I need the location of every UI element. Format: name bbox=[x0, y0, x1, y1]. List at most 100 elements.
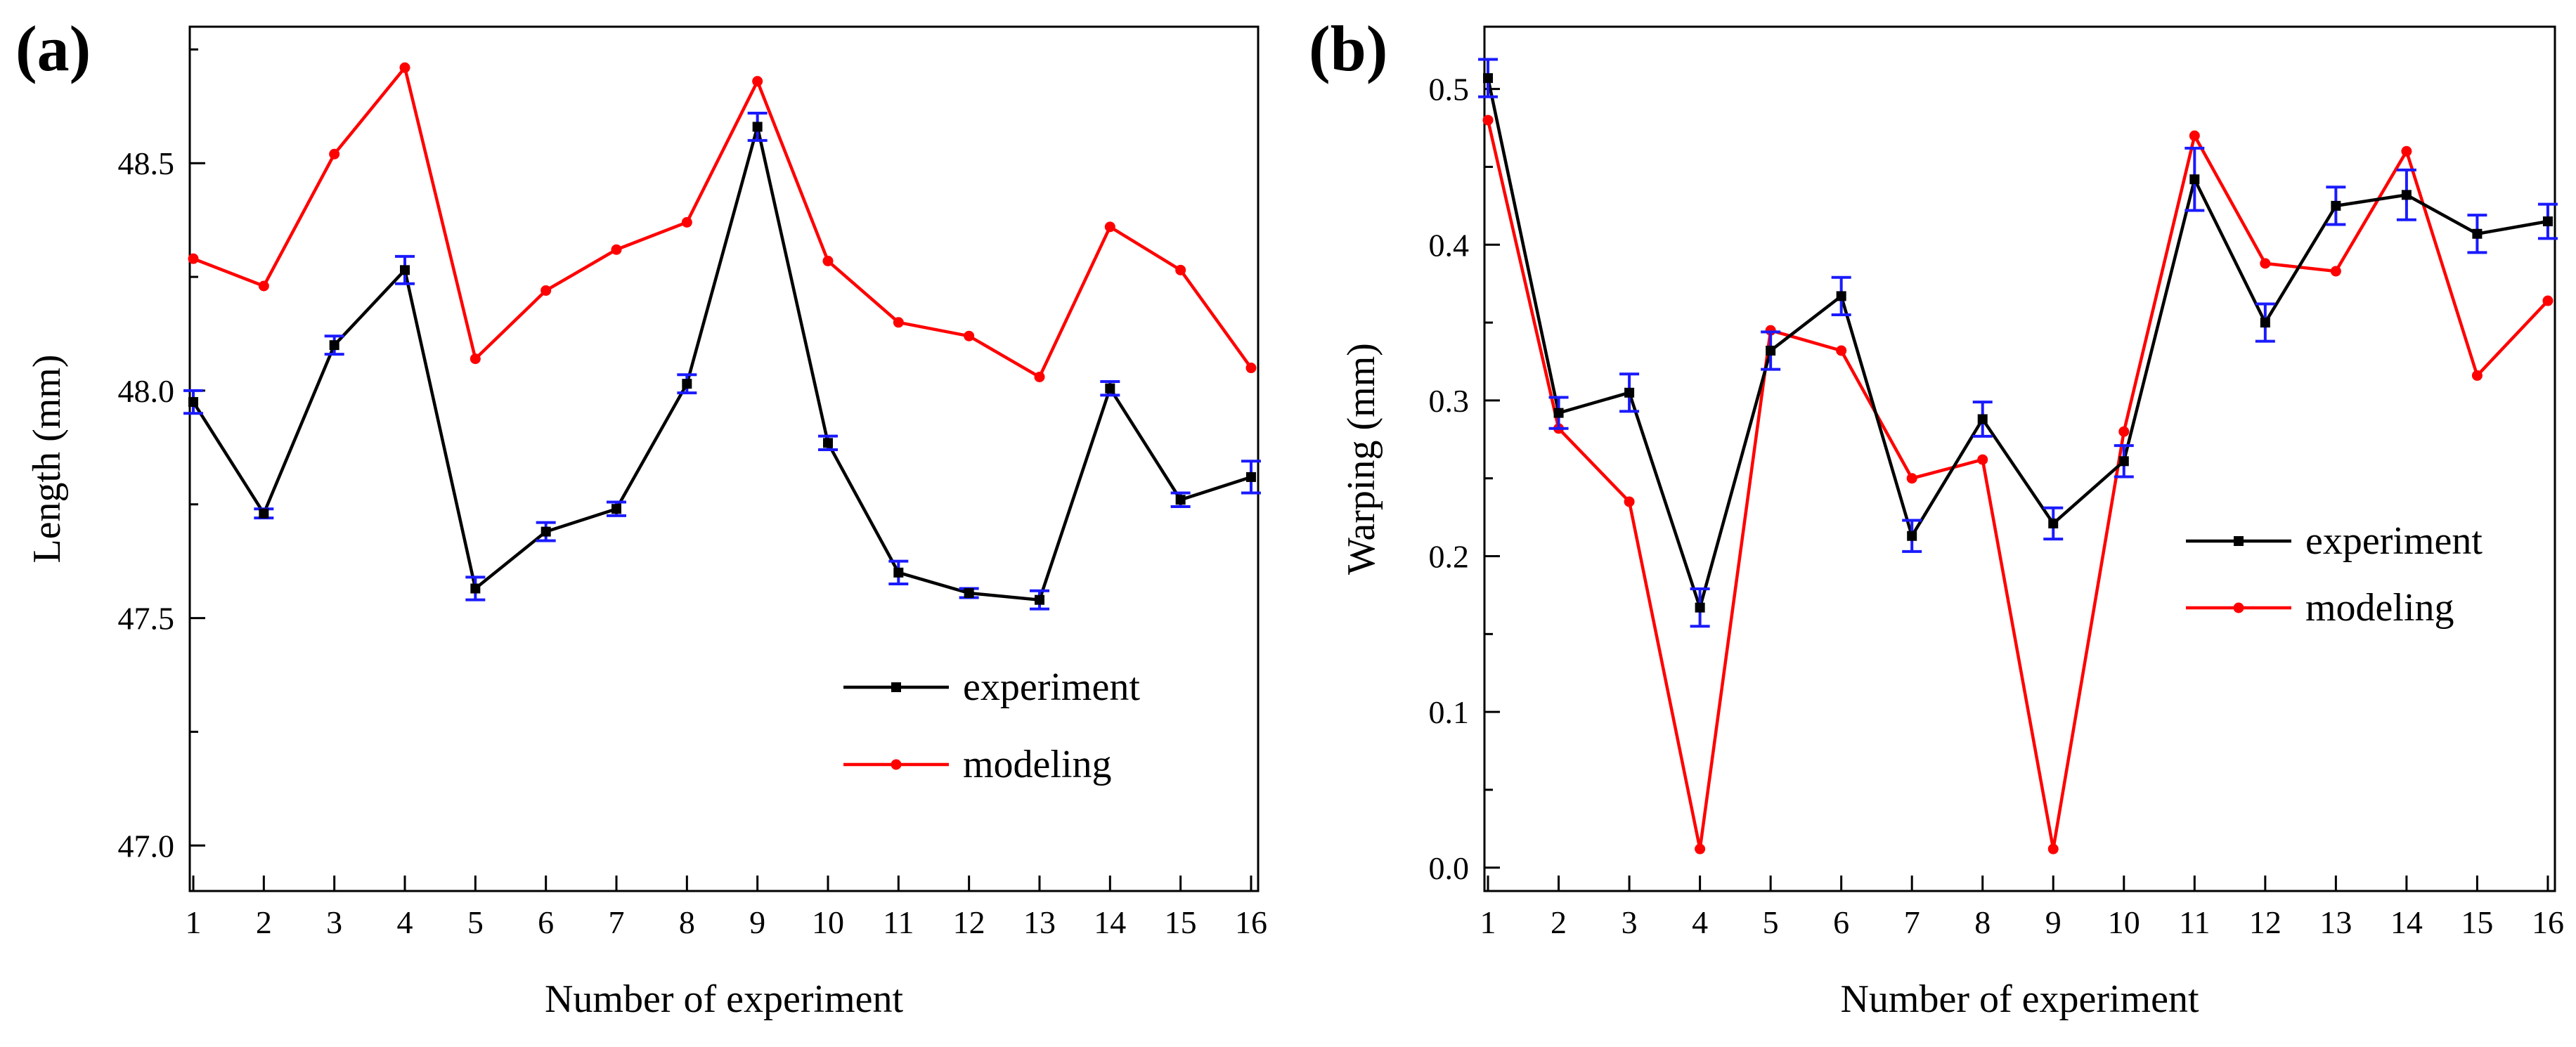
x-tick-label: 4 bbox=[397, 904, 413, 940]
data-point-modeling bbox=[611, 244, 622, 255]
data-point-modeling bbox=[188, 253, 199, 264]
x-tick-label: 16 bbox=[2532, 904, 2564, 940]
data-point-experiment bbox=[1105, 383, 1115, 394]
x-tick-label: 16 bbox=[1235, 904, 1267, 940]
x-tick-label: 8 bbox=[679, 904, 695, 940]
series-line-experiment bbox=[192, 126, 1252, 602]
data-point-modeling bbox=[2542, 295, 2554, 306]
data-point-modeling bbox=[1836, 345, 1847, 356]
series-line-modeling bbox=[193, 64, 1253, 379]
legend-marker-modeling bbox=[891, 759, 902, 770]
data-point-experiment bbox=[1034, 594, 1044, 605]
data-point-modeling bbox=[399, 62, 410, 73]
legend-marker-experiment bbox=[2234, 536, 2244, 546]
legend-marker-modeling bbox=[2233, 602, 2244, 613]
x-tick-label: 2 bbox=[256, 904, 272, 940]
y-tick-label: 48.0 bbox=[118, 373, 175, 409]
y-tick-label: 47.5 bbox=[118, 601, 175, 637]
y-tick-label: 0.2 bbox=[1429, 539, 1470, 575]
data-point-experiment bbox=[1766, 345, 1776, 356]
data-point-experiment bbox=[822, 438, 833, 448]
data-point-experiment bbox=[1836, 291, 1846, 301]
panel-a: (a)47.047.548.048.51 2 3 4 5 6 7 8 9 10 11 12 13 14 15… bbox=[15, 13, 1267, 1021]
x-tick-label: 1 bbox=[1480, 904, 1496, 940]
data-point-experiment bbox=[259, 508, 269, 519]
legend-label-experiment: experiment bbox=[2305, 519, 2483, 563]
data-point-modeling bbox=[1482, 115, 1494, 126]
data-point-experiment bbox=[1175, 495, 1186, 505]
data-point-modeling bbox=[1104, 221, 1115, 233]
data-point-experiment bbox=[2472, 228, 2483, 239]
data-point-experiment bbox=[470, 583, 481, 594]
data-point-experiment bbox=[1245, 472, 1256, 482]
data-point-modeling bbox=[1175, 264, 1186, 275]
data-point-modeling bbox=[1906, 473, 1917, 484]
data-point-experiment bbox=[1624, 387, 1635, 398]
data-point-experiment bbox=[2118, 456, 2129, 467]
y-tick-label: 0.1 bbox=[1429, 694, 1470, 730]
data-point-modeling bbox=[893, 317, 904, 328]
x-tick-label: 1 bbox=[186, 904, 202, 940]
data-point-modeling bbox=[1624, 496, 1635, 507]
x-tick-label: 9 bbox=[749, 904, 765, 940]
series-line-modeling bbox=[1486, 119, 2549, 850]
x-tick-label: 15 bbox=[1165, 904, 1197, 940]
y-tick-label: 0.5 bbox=[1429, 72, 1470, 108]
data-point-modeling bbox=[681, 216, 692, 228]
data-point-experiment bbox=[964, 587, 974, 598]
data-point-modeling bbox=[2260, 258, 2271, 269]
y-axis-title: Length (mm) bbox=[25, 354, 69, 563]
panel-b: (b)0.00.10.20.30.40.51 2 3 4 5 6 7 8 9 10 11 12 13 14… bbox=[1309, 13, 2564, 1021]
data-point-modeling bbox=[2118, 426, 2130, 437]
data-point-experiment bbox=[752, 122, 763, 132]
data-point-modeling bbox=[1034, 371, 1045, 382]
legend-label-modeling: modeling bbox=[2305, 586, 2454, 630]
data-point-modeling bbox=[2401, 145, 2412, 157]
data-point-modeling bbox=[1977, 454, 1988, 465]
x-tick-label: 14 bbox=[2390, 904, 2423, 940]
data-point-modeling bbox=[470, 353, 481, 365]
data-point-modeling bbox=[2471, 370, 2483, 381]
plot-frame bbox=[1483, 25, 2556, 892]
x-tick-label: 10 bbox=[812, 904, 844, 940]
x-tick-label: 10 bbox=[2108, 904, 2140, 940]
x-tick-label: 14 bbox=[1094, 904, 1126, 940]
data-point-experiment bbox=[1977, 414, 1988, 424]
x-tick-label: 3 bbox=[326, 904, 342, 940]
x-tick-label: 5 bbox=[467, 904, 484, 940]
x-tick-label: 12 bbox=[2249, 904, 2281, 940]
panel-label: (b) bbox=[1309, 13, 1387, 84]
data-point-experiment bbox=[400, 265, 410, 275]
data-point-experiment bbox=[1907, 531, 1917, 541]
data-point-experiment bbox=[2189, 174, 2200, 185]
legend-marker-experiment bbox=[891, 682, 901, 692]
data-point-experiment bbox=[682, 379, 692, 389]
data-point-modeling bbox=[2189, 130, 2200, 141]
y-tick-label: 0.3 bbox=[1429, 383, 1470, 419]
x-axis-title: Number of experiment bbox=[1840, 977, 2199, 1021]
data-point-modeling bbox=[541, 285, 552, 296]
data-point-experiment bbox=[2331, 200, 2341, 211]
data-point-experiment bbox=[1483, 73, 1494, 84]
data-point-experiment bbox=[611, 504, 621, 514]
x-tick-label: 6 bbox=[538, 904, 554, 940]
x-tick-label: 2 bbox=[1551, 904, 1567, 940]
x-tick-label: 15 bbox=[2461, 904, 2493, 940]
data-point-experiment bbox=[329, 340, 339, 351]
data-point-experiment bbox=[541, 526, 551, 537]
data-point-experiment bbox=[2048, 518, 2059, 528]
x-tick-label: 11 bbox=[2179, 904, 2210, 940]
data-point-modeling bbox=[2047, 843, 2059, 854]
x-tick-label: 6 bbox=[1833, 904, 1849, 940]
y-tick-label: 0.0 bbox=[1429, 850, 1470, 886]
x-tick-label: 4 bbox=[1692, 904, 1708, 940]
data-point-experiment bbox=[2542, 216, 2553, 227]
data-point-experiment bbox=[2401, 190, 2412, 200]
x-tick-label: 5 bbox=[1763, 904, 1779, 940]
y-tick-label: 47.0 bbox=[118, 828, 175, 864]
x-tick-label: 12 bbox=[953, 904, 985, 940]
x-tick-label: 7 bbox=[1904, 904, 1920, 940]
data-point-experiment bbox=[1695, 602, 1705, 613]
data-point-modeling bbox=[329, 148, 340, 160]
